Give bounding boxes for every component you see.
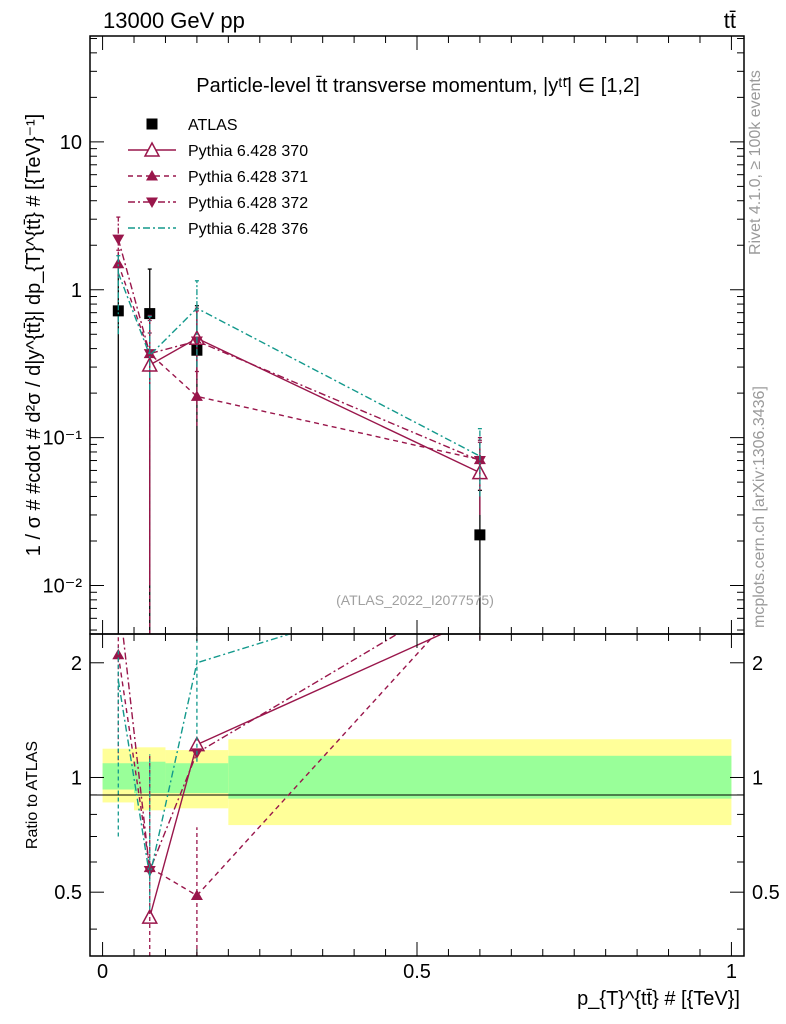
- mcplots-label: mcplots.cern.ch [arXiv:1306.3436]: [751, 386, 768, 628]
- series-3-point: [112, 234, 125, 246]
- series-0-point: [112, 305, 124, 317]
- x-tick-label: 1: [726, 961, 737, 983]
- rivet-version-label: Rivet 4.1.0, ≥ 100k events: [747, 70, 764, 255]
- ratio-series-0-point: [141, 908, 158, 924]
- legend-entry-label: Pythia 6.428 376: [188, 221, 308, 238]
- ratio-y-tick-label-right: 1: [752, 767, 763, 789]
- ratio-series-1-point: [190, 889, 203, 901]
- series-0-point: [144, 308, 156, 320]
- series-1-line: [149, 337, 481, 474]
- main-y-tick-label: 10⁻²: [43, 576, 83, 598]
- series-0-point: [474, 529, 486, 541]
- series-3-point: [473, 456, 486, 467]
- process-label: tt̄: [724, 8, 736, 33]
- ratio-band-inner: [228, 755, 732, 799]
- ratio-axis-ticks: 0.5 0.5 1 1 2 2 0 0.5 1: [54, 634, 780, 983]
- ratio-series-layer: [112, 634, 481, 956]
- chart-title: Particle-level t̄t transverse momentum, …: [196, 75, 639, 97]
- x-tick-label: 0.5: [403, 961, 431, 983]
- main-series-layer: [112, 216, 489, 634]
- main-y-tick-label: 10⁻¹: [43, 428, 83, 450]
- ratio-series-1-line: [117, 634, 437, 897]
- legend-marker: [146, 118, 158, 130]
- ratio-y-axis-label: Ratio to ATLAS: [24, 741, 41, 849]
- ratio-uncertainty-bands: [102, 739, 732, 826]
- analysis-label: (ATLAS_2022_I2077575): [336, 592, 494, 608]
- ratio-y-tick-label: 2: [71, 653, 82, 675]
- main-y-tick-label: 10: [60, 132, 82, 154]
- series-4-line: [117, 272, 481, 457]
- ratio-series-2-line: [122, 634, 399, 871]
- main-y-axis-label: 1 / σ # #cdot # d²σ / d|y^{tt̄}| dp_{T}^…: [23, 114, 45, 556]
- energy-label: 13000 GeV pp: [103, 8, 245, 33]
- main-y-tick-label: 1: [71, 280, 82, 302]
- ratio-panel: 0.5 0.5 1 1 2 2 0 0.5 1 Ratio to ATLAS p_{T}^{tt…: [24, 633, 780, 1010]
- series-2-point: [112, 257, 125, 269]
- ratio-y-tick-label-right: 2: [752, 653, 763, 675]
- main-axis-ticks: 10⁻² 10⁻¹ 1 10: [43, 36, 744, 634]
- series-3-line: [117, 238, 481, 462]
- legend-entry-label: Pythia 6.428 370: [188, 143, 308, 160]
- series-2-point: [190, 390, 203, 401]
- legend-marker: [143, 141, 161, 157]
- legend-marker: [146, 170, 158, 181]
- main-panel: 10⁻² 10⁻¹ 1 10 Particle-level t̄t transvers…: [23, 35, 745, 635]
- series-2-line: [117, 263, 481, 461]
- x-axis-label: p_{T}^{tt̄} # [{TeV}]: [577, 988, 740, 1010]
- ratio-y-tick-label: 1: [71, 767, 82, 789]
- legend-entry-label: Pythia 6.428 372: [188, 195, 308, 212]
- ratio-band-inner: [165, 763, 229, 794]
- legend-marker: [146, 197, 158, 208]
- ratio-y-tick-label-right: 0.5: [752, 882, 780, 904]
- ratio-y-tick-label: 0.5: [54, 882, 82, 904]
- legend: ATLAS Pythia 6.428 370 Pythia 6.428 371 Pyt…: [128, 117, 308, 238]
- legend-entry-label: Pythia 6.428 371: [188, 169, 308, 186]
- main-clipped-group: [112, 216, 489, 634]
- x-tick-label: 0: [97, 961, 108, 983]
- legend-entry-label: ATLAS: [188, 117, 238, 134]
- ratio-clipped-group: [112, 634, 481, 956]
